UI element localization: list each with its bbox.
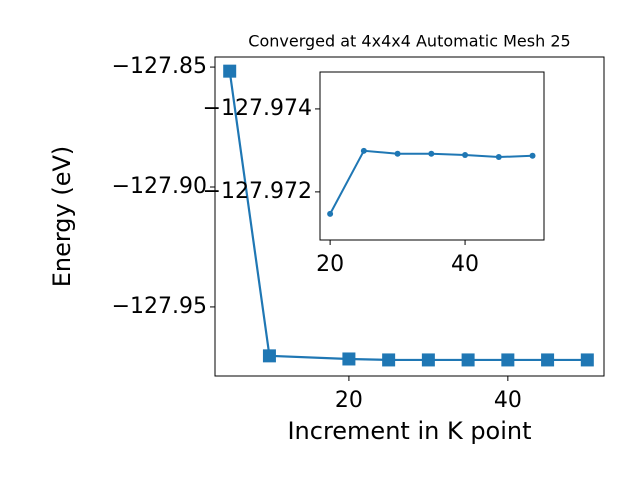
data-point <box>495 154 502 161</box>
y-axis-label: Energy (eV) <box>48 146 76 288</box>
y-tick-label: −127.95 <box>112 294 207 319</box>
data-point <box>342 352 356 366</box>
x-tick-label: 20 <box>335 388 363 413</box>
data-point <box>580 353 594 367</box>
data-point <box>421 353 435 367</box>
data-point <box>327 210 334 217</box>
data-point <box>541 353 555 367</box>
data-point <box>360 147 367 154</box>
data-point <box>394 150 401 157</box>
data-point <box>501 353 515 367</box>
data-point <box>529 152 536 159</box>
data-point <box>428 150 435 157</box>
y-tick-label: −127.974 <box>203 96 312 121</box>
data-point <box>461 353 475 367</box>
y-tick-label: −127.85 <box>112 54 207 79</box>
data-point <box>462 151 469 158</box>
x-tick-label: 40 <box>494 388 522 413</box>
y-tick-label: −127.972 <box>203 179 312 204</box>
x-tick-label: 40 <box>451 252 479 277</box>
x-axis-label: Increment in K point <box>287 417 531 445</box>
data-point <box>223 64 237 78</box>
chart-title: Converged at 4x4x4 Automatic Mesh 25 <box>248 32 570 51</box>
y-tick-label: −127.90 <box>112 174 207 199</box>
data-point <box>262 349 276 363</box>
data-point <box>382 353 396 367</box>
x-tick-label: 20 <box>316 252 344 277</box>
